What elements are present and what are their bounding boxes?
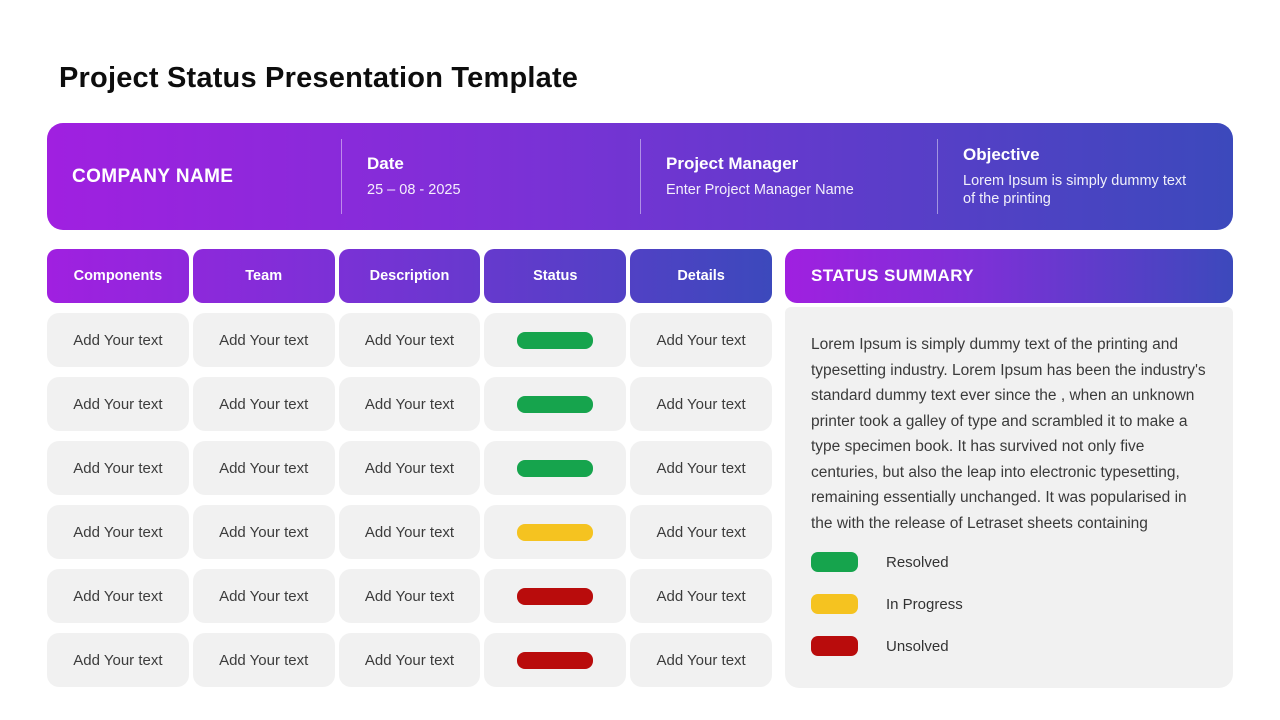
legend-item-in-progress: In Progress <box>811 594 1207 614</box>
cell-description-placeholder[interactable]: Add Your text <box>338 377 481 431</box>
cell-details-placeholder[interactable]: Add Your text <box>630 377 772 431</box>
status-pill <box>517 459 594 477</box>
legend-label-unsolved: Unsolved <box>886 637 949 655</box>
project-info-bar: COMPANY NAME Date 25 – 08 - 2025 Project… <box>47 123 1233 230</box>
in-progress-swatch <box>811 594 858 614</box>
column-header-components: Components <box>47 249 189 303</box>
cell-team-placeholder[interactable]: Add Your text <box>192 441 335 495</box>
legend-label-resolved: Resolved <box>886 553 949 571</box>
cell-description-placeholder[interactable]: Add Your text <box>338 505 481 559</box>
column-header-description: Description <box>338 249 481 303</box>
cell-components-placeholder[interactable]: Add Your text <box>47 377 189 431</box>
project-manager-placeholder[interactable]: Enter Project Manager Name <box>666 182 854 198</box>
date-value: 25 – 08 - 2025 <box>367 182 461 198</box>
cell-status <box>484 505 627 559</box>
cell-details-placeholder[interactable]: Add Your text <box>630 313 772 367</box>
resolved-swatch <box>811 552 858 572</box>
cell-team-placeholder[interactable]: Add Your text <box>192 505 335 559</box>
cell-details-placeholder[interactable]: Add Your text <box>630 569 772 623</box>
status-pill <box>517 651 594 669</box>
status-table: Components Team Description Status Detai… <box>47 249 772 687</box>
status-summary-panel: STATUS SUMMARY Lorem Ipsum is simply dum… <box>785 249 1233 688</box>
legend-label-in-progress: In Progress <box>886 595 963 613</box>
status-pill <box>517 395 594 413</box>
cell-details-placeholder[interactable]: Add Your text <box>630 505 772 559</box>
legend-item-unsolved: Unsolved <box>811 636 1207 656</box>
cell-details-placeholder[interactable]: Add Your text <box>630 633 772 687</box>
info-section-date: Date 25 – 08 - 2025 <box>341 139 640 214</box>
status-summary-body: Lorem Ipsum is simply dummy text of the … <box>785 307 1233 688</box>
cell-components-placeholder[interactable]: Add Your text <box>47 441 189 495</box>
cell-team-placeholder[interactable]: Add Your text <box>192 313 335 367</box>
cell-description-placeholder[interactable]: Add Your text <box>338 633 481 687</box>
cell-components-placeholder[interactable]: Add Your text <box>47 505 189 559</box>
status-summary-text: Lorem Ipsum is simply dummy text of the … <box>811 336 1206 532</box>
status-pill <box>517 331 594 349</box>
cell-components-placeholder[interactable]: Add Your text <box>47 633 189 687</box>
status-legend: Resolved In Progress Unsolved <box>811 552 1207 656</box>
cell-description-placeholder[interactable]: Add Your text <box>338 313 481 367</box>
cell-status <box>484 313 627 367</box>
status-pill <box>517 523 594 541</box>
column-header-team: Team <box>192 249 335 303</box>
info-section-project-manager: Project Manager Enter Project Manager Na… <box>640 139 937 214</box>
company-name: COMPANY NAME <box>72 165 234 187</box>
cell-description-placeholder[interactable]: Add Your text <box>338 569 481 623</box>
date-label: Date <box>367 154 404 173</box>
cell-components-placeholder[interactable]: Add Your text <box>47 569 189 623</box>
objective-value: Lorem Ipsum is simply dummy text of the … <box>963 173 1187 207</box>
column-header-details: Details <box>630 249 772 303</box>
cell-status <box>484 441 627 495</box>
status-pill <box>517 587 594 605</box>
legend-item-resolved: Resolved <box>811 552 1207 572</box>
cell-team-placeholder[interactable]: Add Your text <box>192 569 335 623</box>
column-header-status: Status <box>484 249 627 303</box>
cell-description-placeholder[interactable]: Add Your text <box>338 441 481 495</box>
unsolved-swatch <box>811 636 858 656</box>
info-section-objective: Objective Lorem Ipsum is simply dummy te… <box>937 139 1233 214</box>
status-summary-title: STATUS SUMMARY <box>785 249 1233 303</box>
cell-components-placeholder[interactable]: Add Your text <box>47 313 189 367</box>
project-manager-label: Project Manager <box>666 154 799 173</box>
cell-status <box>484 569 627 623</box>
info-section-company: COMPANY NAME <box>47 139 341 214</box>
cell-status <box>484 377 627 431</box>
cell-status <box>484 633 627 687</box>
cell-team-placeholder[interactable]: Add Your text <box>192 633 335 687</box>
cell-team-placeholder[interactable]: Add Your text <box>192 377 335 431</box>
page-title: Project Status Presentation Template <box>59 62 579 94</box>
objective-label: Objective <box>963 145 1040 164</box>
cell-details-placeholder[interactable]: Add Your text <box>630 441 772 495</box>
